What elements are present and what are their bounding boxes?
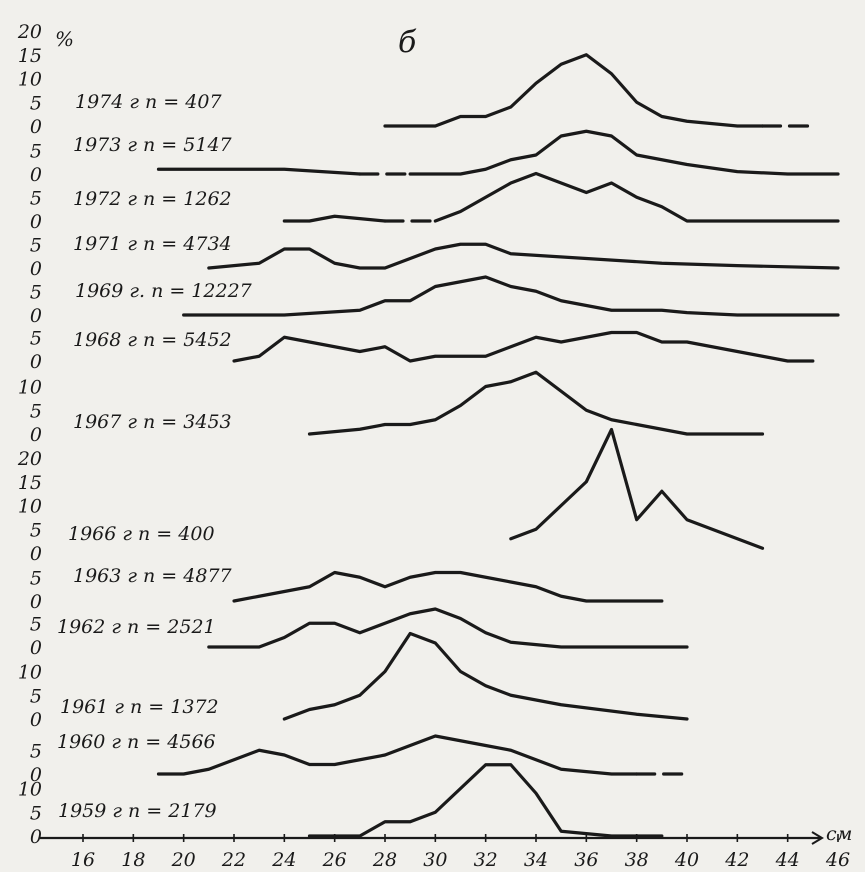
y-tick-label: 0	[30, 637, 42, 659]
x-tick-label: 18	[121, 849, 145, 871]
y-tick-label: 0	[30, 164, 42, 186]
y-tick-label: 20	[17, 448, 42, 470]
y-tick-label: 5	[30, 187, 42, 209]
series-line	[282, 214, 387, 223]
series-name-label: 1962 г n = 2521	[57, 616, 216, 638]
y-tick-label: 0	[30, 826, 42, 848]
series-name-label: 1974 г n = 407	[75, 91, 222, 113]
panel-label: б	[398, 25, 417, 60]
x-tick-label: 36	[574, 849, 598, 871]
series-line	[509, 427, 765, 550]
x-tick-label: 44	[775, 849, 800, 871]
y-tick-label: 0	[30, 543, 42, 565]
y-tick-label: 0	[30, 116, 42, 138]
series-name-label: 1971 г n = 4734	[73, 233, 232, 255]
y-tick-label: 10	[18, 662, 42, 684]
series-name-label: 1966 г n = 400	[68, 523, 215, 545]
y-tick-label: 0	[30, 591, 42, 613]
y-tick-label: 0	[30, 305, 42, 327]
y-tick-label: 10	[18, 496, 42, 518]
y-tick-label: 20	[17, 21, 42, 43]
series-line	[207, 607, 689, 649]
y-tick-label: 0	[30, 351, 42, 373]
x-tick-label: 40	[674, 849, 699, 871]
series-curves	[156, 53, 840, 838]
series-line	[383, 53, 765, 128]
y-tick-label: 5	[30, 802, 42, 824]
series-line	[156, 167, 362, 176]
series-line	[182, 275, 840, 317]
series-line	[307, 763, 664, 838]
x-tick-label: 24	[271, 849, 296, 871]
series-name-label: 1972 г n = 1262	[73, 188, 232, 210]
x-tick-label: 16	[71, 849, 95, 871]
series-name-label: 1959 г n = 2179	[58, 800, 217, 822]
y-tick-label: 15	[18, 472, 42, 494]
series-line	[408, 129, 840, 176]
x-tick-label: 34	[524, 849, 548, 871]
y-tick-label: 5	[30, 281, 42, 303]
series-name-label: 1963 г n = 4877	[73, 565, 233, 587]
series-labels: 1974 г n = 407 1973 г n = 5147 1972 г n = …	[57, 91, 253, 822]
y-unit-label: %	[55, 27, 74, 51]
series-name-label: 1967 г n = 3453	[73, 411, 232, 433]
series-name-label: 1968 г n = 5452	[73, 329, 232, 351]
y-tick-label: 0	[30, 258, 42, 280]
y-tick-label: 10	[18, 377, 42, 399]
y-tick-label: 5	[30, 685, 42, 707]
y-tick-label: 5	[30, 567, 42, 589]
series-line	[156, 734, 639, 776]
y-tick-label: 5	[30, 613, 42, 635]
x-axis-arrow	[811, 831, 824, 845]
series-name-label: 1961 г n = 1372	[60, 696, 219, 718]
series-name-label: 1973 г n = 5147	[73, 134, 233, 156]
x-tick-label: 22	[221, 849, 246, 871]
x-tick-label: 42	[724, 849, 749, 871]
y-tick-label: 5	[30, 234, 42, 256]
y-tick-label: 0	[30, 764, 42, 786]
x-tick-label: 46	[825, 849, 850, 871]
y-tick-label: 5	[30, 327, 42, 349]
y-tick-label: 0	[30, 211, 42, 233]
y-tick-label: 0	[30, 424, 42, 446]
y-axis-labels: 2015105050505050501050201510505050105050…	[17, 21, 42, 848]
y-tick-label: 10	[18, 779, 42, 801]
series-name-label: 1969 г. n = 12227	[75, 280, 253, 302]
series-line	[433, 171, 840, 223]
series-line	[207, 242, 840, 270]
x-axis: 16 18 20 22 24 26 28 30 32 34 36 38 40 42 44 46	[40, 831, 850, 871]
series-line	[282, 631, 689, 721]
series-line	[232, 570, 664, 603]
y-tick-label: 5	[30, 519, 42, 541]
x-tick-label: 30	[423, 849, 447, 871]
x-tick-label: 20	[171, 849, 196, 871]
series-line	[307, 370, 765, 436]
x-unit-label: см	[826, 823, 852, 845]
y-tick-label: 5	[30, 92, 42, 114]
x-tick-label: 26	[322, 849, 347, 871]
y-tick-label: 5	[30, 400, 42, 422]
x-tick-label: 38	[625, 849, 649, 871]
y-tick-label: 10	[18, 69, 42, 91]
series-line	[232, 330, 815, 363]
x-tick-label: 28	[372, 849, 397, 871]
y-tick-label: 5	[30, 140, 42, 162]
y-tick-label: 0	[30, 709, 42, 731]
y-tick-label: 5	[30, 740, 42, 762]
x-tick-label: 32	[474, 849, 498, 871]
series-name-label: 1960 г n = 4566	[57, 731, 216, 753]
y-tick-label: 15	[18, 45, 42, 67]
